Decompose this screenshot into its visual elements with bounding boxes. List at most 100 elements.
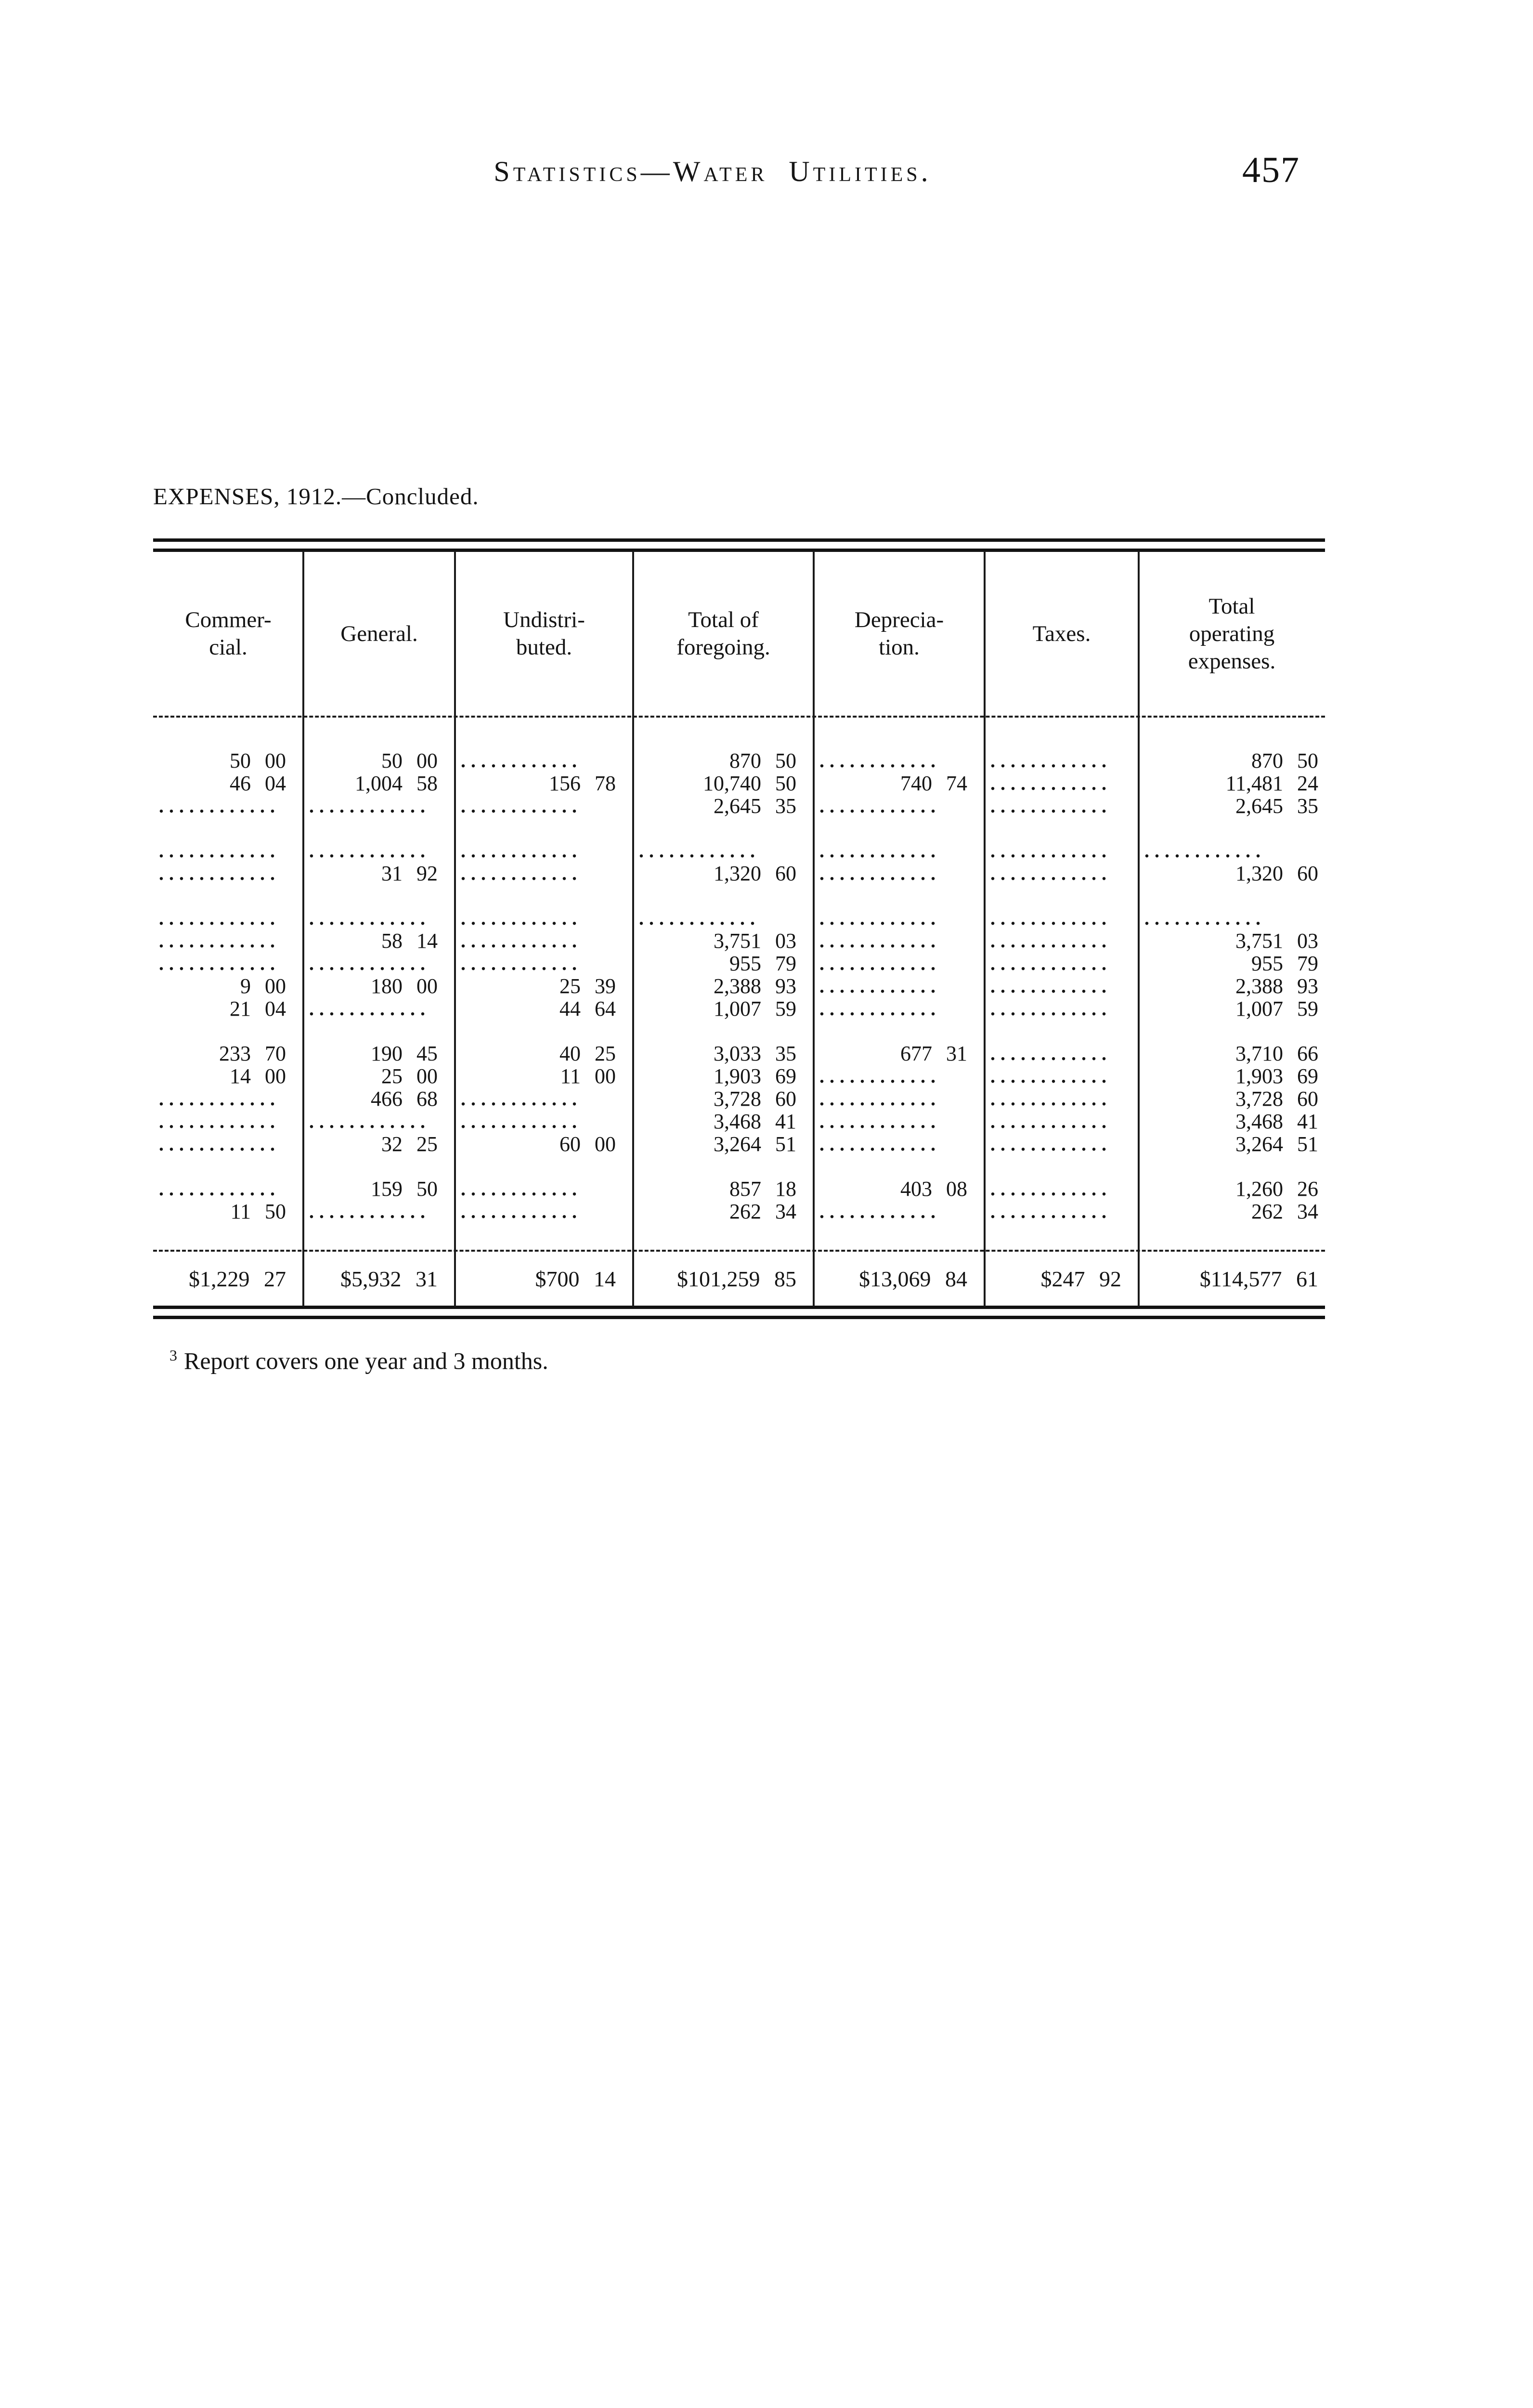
table-cell: 403 08: [900, 1178, 967, 1200]
table-row: 14 00 25 00 11 00 1,903 69.................…: [153, 1065, 1325, 1087]
table-cell: 9 00: [240, 975, 286, 997]
table-cell-leader-dots: ............: [159, 953, 280, 974]
table-cell-leader-dots: ............: [159, 1088, 280, 1110]
table-cell-leader-dots: ............: [819, 907, 941, 929]
table-cell-leader-dots: ............: [990, 1088, 1112, 1110]
table-cell-leader-dots: ............: [309, 1201, 430, 1222]
table-cell-leader-dots: ............: [461, 907, 582, 929]
table-cell: 3,468 41: [1235, 1110, 1318, 1133]
table-row: ............ 32 25 60 00 3,264 51..........…: [153, 1133, 1325, 1155]
totals-cell: $1,229 27: [189, 1266, 286, 1291]
table-cell-leader-dots: ............: [461, 930, 582, 952]
table-cell-leader-dots: ............: [990, 840, 1112, 862]
table-cell: 190 45: [371, 1042, 438, 1065]
table-cell-leader-dots: ............: [461, 1111, 582, 1132]
table-cell-leader-dots: ............: [1144, 907, 1266, 929]
table-cell: 50 00: [230, 749, 286, 772]
table-cell-leader-dots: ............: [461, 840, 582, 862]
table-cell: 44 64: [559, 997, 616, 1020]
table-cell: 1,007 59: [1235, 997, 1318, 1020]
table-cell-leader-dots: ............: [159, 1133, 280, 1155]
table-cell: 233 70: [219, 1042, 286, 1065]
table-row: ............ 58 14............ 3,751 03...…: [153, 929, 1325, 952]
table-cell: 1,903 69: [1235, 1065, 1318, 1087]
table-cell-leader-dots: ............: [639, 840, 760, 862]
table-cell-leader-dots: ............: [1144, 840, 1266, 862]
table-cell: 857 18: [729, 1178, 796, 1200]
table-cell-leader-dots: ............: [819, 1201, 941, 1222]
table-row: ............ 466 68............ 3,728 60..…: [153, 1087, 1325, 1110]
expenses-table: Commer- cial. General. Undistri- buted. Tot…: [153, 538, 1325, 1319]
table-cell-leader-dots: ............: [159, 863, 280, 884]
table-cell-leader-dots: ............: [461, 1178, 582, 1200]
table-cell-leader-dots: ............: [309, 998, 430, 1020]
table-cell-leader-dots: ............: [461, 750, 582, 772]
table-cell-leader-dots: ............: [990, 772, 1112, 794]
table-cell: 1,260 26: [1235, 1178, 1318, 1200]
table-cell-leader-dots: ............: [819, 1111, 941, 1132]
table-cell-leader-dots: ............: [309, 840, 430, 862]
table-row: 11 50........................ 262 34.....…: [153, 1200, 1325, 1223]
page-header-title: Statistics—Water Utilities.: [494, 156, 932, 187]
table-cell: 11 00: [560, 1065, 616, 1087]
table-cell-leader-dots: ............: [461, 1201, 582, 1222]
table-row: 46 04 1,004 58 156 78 10,740 50 740 74......…: [153, 772, 1325, 795]
table-cell: 50 00: [381, 749, 438, 772]
table-row: ............ 31 92............ 1,320 60...…: [153, 862, 1325, 885]
table-cell: 3,751 03: [714, 929, 796, 952]
column-header-undistributed: Undistri- buted.: [503, 607, 585, 660]
totals-divider-rule: [153, 1250, 1325, 1252]
table-row: 21 04............ 44 64 1,007 59..........…: [153, 997, 1325, 1020]
table-cell: 180 00: [371, 975, 438, 997]
table-cell: 3,264 51: [714, 1133, 796, 1155]
table-cell: 3,468 41: [714, 1110, 796, 1133]
column-header-total-of-foregoing: Total of foregoing.: [676, 607, 770, 660]
footnote-marker: 3: [169, 1347, 177, 1364]
table-cell-leader-dots: ............: [819, 953, 941, 974]
table-cell-leader-dots: ............: [990, 998, 1112, 1020]
column-header-general: General.: [340, 621, 418, 646]
table-cell: 25 00: [381, 1065, 438, 1087]
table-cell-leader-dots: ............: [990, 1133, 1112, 1155]
table-cell: 32 25: [381, 1133, 438, 1155]
table-cell: 3,033 35: [714, 1042, 796, 1065]
table-cell: 677 31: [900, 1042, 967, 1065]
table-cell: 11,481 24: [1225, 772, 1318, 795]
table-cell-leader-dots: ............: [990, 1043, 1112, 1064]
table-cell-leader-dots: ............: [819, 1065, 941, 1087]
table-cell: 1,004 58: [355, 772, 438, 795]
table-top-rule: [153, 538, 1325, 552]
table-cell-leader-dots: ............: [461, 1088, 582, 1110]
table-row: .................................... 955 …: [153, 952, 1325, 975]
table-cell-leader-dots: ............: [819, 840, 941, 862]
table-cell: 955 79: [729, 952, 796, 975]
table-cell-leader-dots: ............: [309, 953, 430, 974]
table-cell-leader-dots: ............: [819, 750, 941, 772]
table-cell: 21 04: [230, 997, 286, 1020]
table-cell-leader-dots: ............: [990, 1178, 1112, 1200]
table-cell-leader-dots: ............: [639, 907, 760, 929]
footnote-text: Report covers one year and 3 months.: [184, 1347, 548, 1374]
table-row: ............ 159 50............ 857 18 403 …: [153, 1178, 1325, 1200]
table-cell: 2,388 93: [1235, 975, 1318, 997]
table-cell: 1,903 69: [714, 1065, 796, 1087]
table-cell: 40 25: [559, 1042, 616, 1065]
table-row: ........................................…: [153, 839, 1325, 862]
table-cell: 14 00: [230, 1065, 286, 1087]
header-divider-rule: [153, 716, 1325, 718]
table-cell: 1,007 59: [714, 997, 796, 1020]
table-row: ........................................…: [153, 907, 1325, 929]
totals-row: $1,229 27 $5,932 31 $700 14 $101,259 85 $13,…: [153, 1252, 1325, 1306]
table-cell: 740 74: [900, 772, 967, 795]
table-cell: 870 50: [1251, 749, 1318, 772]
table-cell-leader-dots: ............: [461, 953, 582, 974]
table-cell: 3,728 60: [714, 1087, 796, 1110]
column-header-taxes: Taxes.: [1032, 621, 1091, 646]
table-body: 50 00 50 00............ 870 50............…: [153, 718, 1325, 1250]
table-cell-leader-dots: ............: [159, 1111, 280, 1132]
table-cell-leader-dots: ............: [819, 1088, 941, 1110]
table-cell-leader-dots: ............: [309, 1111, 430, 1132]
column-header-total-operating-expenses: Total operating expenses.: [1188, 593, 1276, 674]
table-cell: 31 92: [381, 862, 438, 885]
